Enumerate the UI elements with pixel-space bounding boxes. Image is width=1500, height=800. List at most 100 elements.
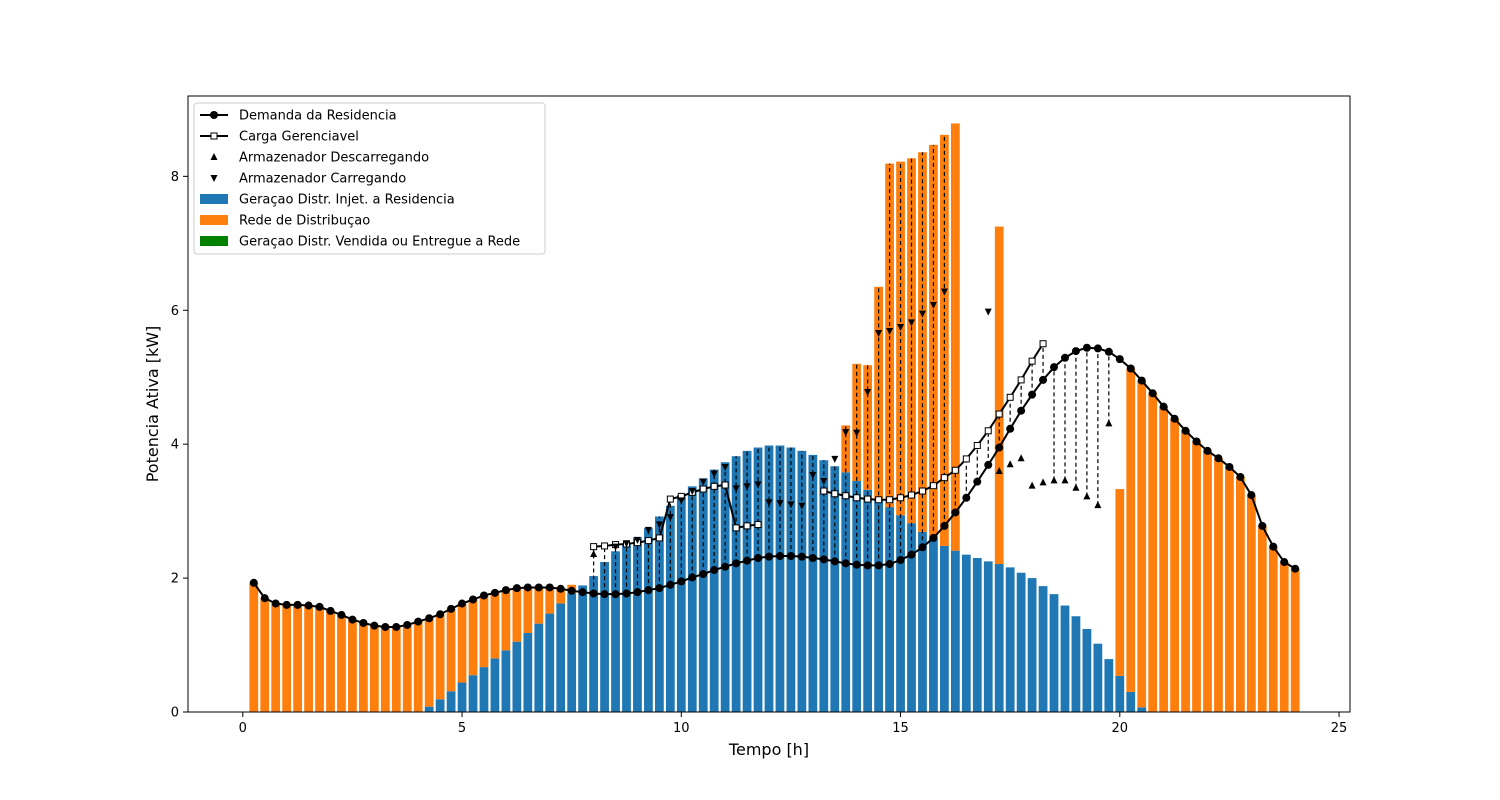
bar-grid	[1235, 476, 1245, 712]
bar-generation	[479, 667, 489, 712]
demand-point	[710, 566, 719, 575]
managed-load-point	[1017, 376, 1025, 384]
managed-load-point	[984, 427, 992, 435]
demand-point	[425, 614, 434, 623]
demand-point	[479, 591, 488, 600]
legend-label: Armazenador Carregando	[239, 172, 406, 187]
demand-point	[1214, 454, 1223, 463]
bar-generation	[742, 450, 752, 712]
bar-generation	[940, 545, 949, 712]
demand-point	[337, 610, 346, 619]
demand-point	[754, 554, 763, 562]
demand-point	[1028, 390, 1037, 399]
bar-grid	[1290, 568, 1300, 712]
charging-marker	[710, 470, 718, 478]
bar-grid	[304, 605, 313, 712]
charging-marker	[842, 429, 850, 437]
bar-generation	[545, 613, 555, 712]
x-tick-label: 0	[239, 721, 247, 736]
charging-marker	[765, 499, 773, 507]
bar-generation	[720, 462, 730, 712]
demand-point	[1291, 564, 1300, 573]
bar-grid	[1159, 406, 1169, 712]
demand-point	[984, 460, 993, 469]
demand-point	[414, 617, 423, 626]
bar-generation	[808, 454, 818, 712]
demand-point	[469, 595, 478, 604]
bar-generation	[1060, 605, 1070, 712]
demand-point	[765, 552, 773, 561]
bar-generation	[775, 445, 785, 712]
x-tick-label: 25	[1331, 721, 1348, 736]
demand-point	[655, 584, 664, 593]
bar-grid	[391, 626, 401, 712]
managed-load-point	[666, 495, 674, 503]
bar-generation	[578, 585, 588, 712]
charging-marker	[940, 288, 948, 296]
managed-load-point	[754, 521, 762, 529]
managed-load-point	[842, 492, 850, 500]
demand-point	[732, 559, 741, 568]
managed-load-point	[743, 522, 751, 530]
bar-grid	[424, 618, 434, 707]
bar-generation	[435, 699, 445, 712]
demand-point	[1006, 424, 1015, 433]
demand-point	[1269, 542, 1278, 551]
legend-label: Geraçao Distr. Vendida ou Entregue a Red…	[239, 235, 520, 250]
bar-grid	[359, 622, 368, 712]
managed-load-point	[820, 487, 828, 495]
discharging-marker	[1017, 454, 1025, 462]
bar-grid	[1126, 368, 1136, 692]
discharging-marker	[1061, 476, 1069, 484]
demand-point	[282, 600, 291, 609]
bar-grid	[1214, 458, 1223, 712]
demand-point	[523, 583, 532, 592]
bar-generation	[1049, 594, 1059, 712]
bar-grid	[501, 590, 511, 651]
bar-grid	[457, 603, 467, 683]
demand-point	[304, 601, 313, 610]
bar-generation	[676, 495, 686, 712]
y-tick-label: 8	[171, 170, 179, 185]
demand-point	[370, 621, 379, 630]
managed-load-point	[886, 496, 894, 504]
demand-point	[775, 551, 784, 560]
managed-load-point	[699, 485, 707, 493]
demand-point	[1192, 437, 1201, 446]
bar-grid	[413, 621, 423, 712]
charging-marker	[677, 497, 685, 505]
bar-grid	[556, 588, 566, 604]
x-axis-title: Tempo [h]	[728, 740, 809, 759]
x-tick-label: 10	[673, 721, 690, 736]
demand-point	[786, 551, 795, 560]
legend-handle-patch	[200, 215, 228, 225]
bar-grid	[446, 608, 456, 692]
bar-grid	[249, 582, 259, 712]
legend-label: Rede de Distribuçao	[239, 214, 370, 229]
bar-generation	[1038, 586, 1048, 712]
bar-grid	[380, 626, 390, 712]
bar-generation	[929, 538, 938, 712]
bar-generation	[885, 507, 894, 712]
demand-point	[973, 477, 982, 486]
legend-label: Geraçao Distr. Injet. a Residencia	[239, 193, 455, 208]
legend: Demanda da Residencia Carga Gerenciavel Ar…	[193, 102, 546, 255]
bar-generation	[819, 460, 829, 712]
bar-grid	[337, 614, 346, 712]
demand-point	[348, 615, 357, 624]
charging-marker	[754, 481, 762, 489]
markers-layer	[249, 288, 1300, 631]
legend-label: Carga Gerenciavel	[239, 130, 359, 145]
demand-point	[852, 560, 861, 569]
bar-generation	[896, 515, 905, 712]
bar-generation	[468, 675, 478, 712]
bar-generation	[611, 551, 620, 712]
bar-grid	[402, 624, 412, 712]
charging-marker	[908, 319, 916, 327]
bar-grid	[885, 163, 894, 508]
managed-load-point	[1028, 357, 1036, 365]
bar-grid	[950, 123, 960, 551]
bar-grid	[863, 365, 873, 490]
demand-point	[1203, 446, 1212, 455]
bar-generation	[1027, 578, 1037, 712]
